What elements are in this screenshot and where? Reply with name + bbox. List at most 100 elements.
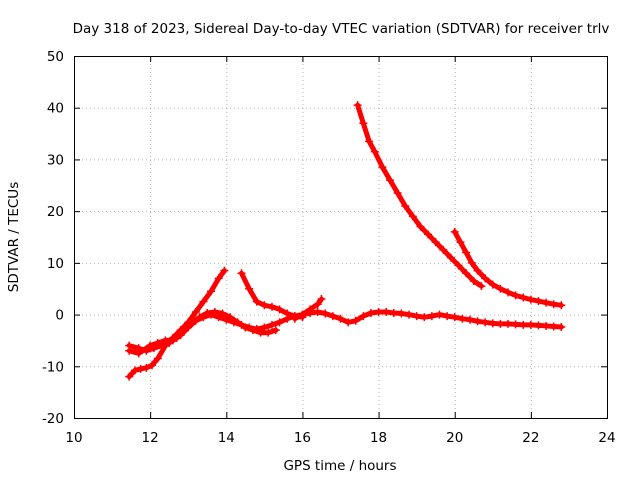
x-tick-label: 16 [294, 430, 311, 446]
data-point [389, 309, 398, 318]
data-point [275, 318, 284, 327]
data-point [136, 364, 145, 373]
data-point [511, 320, 520, 329]
series-line-arc-7 [452, 229, 564, 308]
data-point [424, 230, 433, 239]
data-point [416, 222, 425, 231]
data-point [397, 309, 406, 318]
data-point [526, 320, 535, 329]
data-point [260, 323, 269, 332]
data-point [146, 341, 155, 350]
data-point [378, 163, 387, 172]
data-point [267, 302, 276, 311]
data-point [252, 325, 261, 334]
data-point [519, 320, 528, 329]
data-point [199, 313, 208, 322]
data-point [365, 137, 374, 146]
data-point [435, 310, 444, 319]
data-point [271, 326, 280, 335]
data-point [511, 291, 520, 300]
data-point [467, 258, 476, 267]
data-point [344, 318, 353, 327]
data-point [245, 323, 254, 332]
data-point [214, 313, 223, 322]
data-point [481, 274, 490, 283]
data-point [385, 176, 394, 185]
data-point [431, 238, 440, 247]
data-point [306, 305, 315, 314]
data-point [222, 315, 231, 324]
x-tick-label: 24 [598, 430, 615, 446]
data-point [465, 315, 474, 324]
data-point [534, 321, 543, 330]
y-tick-label: 20 [47, 204, 64, 220]
data-point [446, 253, 455, 262]
series-line-arc-1 [126, 268, 227, 380]
data-point [130, 366, 139, 375]
y-tick-label: 40 [47, 101, 64, 117]
data-point [443, 312, 452, 321]
data-point [359, 312, 368, 321]
data-point [125, 372, 134, 381]
x-tick-label: 12 [142, 430, 159, 446]
y-axis-label: SDTVAR / TECUs [6, 182, 22, 292]
y-tick-label: -20 [42, 411, 64, 427]
data-point [488, 280, 497, 289]
x-tick-label: 10 [65, 430, 82, 446]
data-point [408, 212, 417, 221]
data-point [557, 322, 566, 331]
data-point [359, 119, 368, 128]
data-point [298, 310, 307, 319]
data-point [454, 261, 463, 270]
data-point [229, 318, 238, 327]
data-point [481, 318, 490, 327]
y-tick-label: 30 [47, 152, 64, 168]
data-point [519, 293, 528, 302]
data-point [199, 297, 208, 306]
data-point [264, 328, 273, 337]
data-point [374, 307, 383, 316]
data-point [351, 316, 360, 325]
data-point [148, 361, 157, 370]
y-tick-label: 50 [47, 49, 64, 65]
data-point [473, 266, 482, 275]
plot-frame [74, 56, 608, 419]
y-tick-label: 0 [55, 308, 64, 324]
chart-title: Day 318 of 2023, Sidereal Day-to-day VTE… [73, 21, 610, 37]
data-point [450, 227, 459, 236]
data-point [534, 297, 543, 306]
data-point [526, 295, 535, 304]
data-point [134, 349, 143, 358]
data-point [317, 295, 326, 304]
y-tick-label: 10 [47, 256, 64, 272]
data-point [496, 284, 505, 293]
x-tick-label: 18 [370, 430, 387, 446]
series-layer [125, 101, 566, 381]
data-point [496, 319, 505, 328]
data-point [153, 354, 162, 363]
data-point [427, 312, 436, 321]
data-point [328, 312, 337, 321]
data-point [207, 310, 216, 319]
data-point [275, 305, 284, 314]
data-point [214, 274, 223, 283]
data-point [191, 307, 200, 316]
data-point [237, 269, 246, 278]
data-point [488, 319, 497, 328]
data-point [473, 317, 482, 326]
data-point [439, 245, 448, 254]
data-point [237, 320, 246, 329]
data-point [220, 266, 229, 275]
data-point [469, 276, 478, 285]
x-axis-label: GPS time / hours [283, 458, 396, 474]
data-point [401, 201, 410, 210]
data-point [353, 101, 362, 110]
series-line-arc-6 [355, 102, 484, 289]
data-point [549, 322, 558, 331]
data-point [252, 297, 261, 306]
data-point [557, 301, 566, 310]
data-point [542, 321, 551, 330]
data-point [125, 346, 134, 355]
data-point [393, 189, 402, 198]
